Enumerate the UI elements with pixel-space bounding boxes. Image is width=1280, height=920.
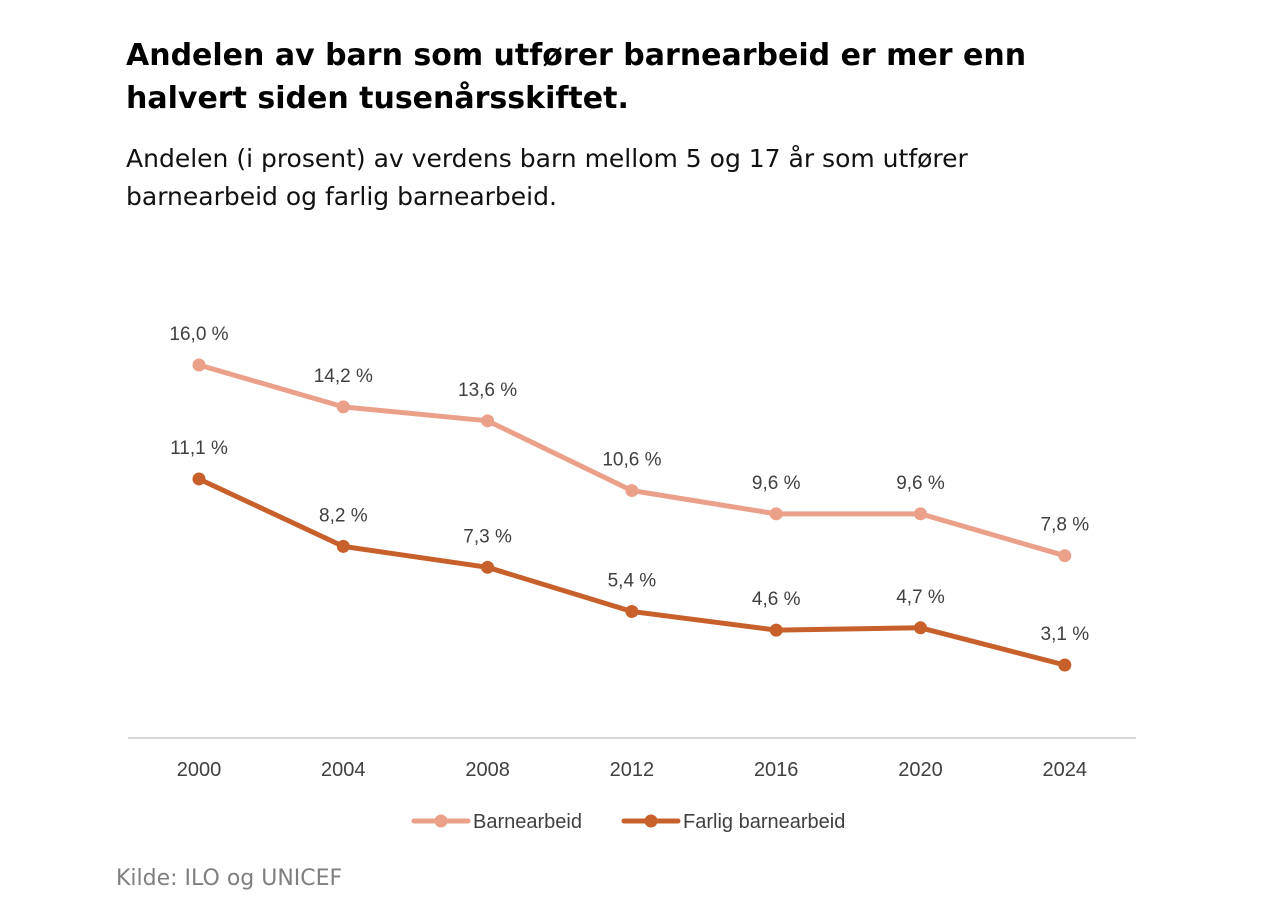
x-tick-label: 2020 xyxy=(898,759,943,781)
data-point xyxy=(769,507,783,521)
legend-label: Barnearbeid xyxy=(473,811,582,833)
data-label: 16,0 % xyxy=(169,324,228,345)
data-label: 14,2 % xyxy=(314,366,373,387)
legend-item: Farlig barnearbeid xyxy=(621,811,845,833)
x-tick-label: 2000 xyxy=(177,759,222,781)
data-point xyxy=(481,560,495,574)
data-point xyxy=(625,484,639,498)
legend: Barnearbeid Farlig barnearbeid xyxy=(411,811,845,833)
x-tick-label: 2016 xyxy=(754,759,799,781)
data-point xyxy=(192,358,206,372)
data-point xyxy=(481,414,495,428)
series-farlig-barnearbeid: 11,1 % 8,2 % 7,3 % 5,4 % 4,6 % 4,7 % 3,1 % xyxy=(170,438,1089,672)
series-barnearbeid: 16,0 % 14,2 % 13,6 % 10,6 % 9,6 % 9,6 % 7,8 % xyxy=(169,324,1090,563)
data-point xyxy=(914,621,927,635)
data-label: 5,4 % xyxy=(608,571,657,592)
data-label: 4,7 % xyxy=(896,587,945,608)
data-label: 13,6 % xyxy=(458,380,517,401)
legend-swatch-marker xyxy=(434,814,448,828)
series-layer: 16,0 %14,2 %13,6 %10,6 %9,6 % 9,6 %7,8 %1… xyxy=(169,324,1089,672)
data-point xyxy=(625,605,639,619)
data-label: 10,6 % xyxy=(602,450,661,471)
data-label: 9,6 % xyxy=(752,473,801,494)
data-label: 9,6 % xyxy=(896,473,945,494)
data-label: 3,1 % xyxy=(1041,624,1090,645)
x-axis-ticks: 2000 2004 2008 2012 2016 2020 2024 xyxy=(177,759,1087,781)
legend-item: Barnearbeid xyxy=(411,811,582,833)
data-label: 7,3 % xyxy=(463,526,512,547)
chart-subtitle: Andelen (i prosent) av verdens barn mell… xyxy=(126,144,968,211)
x-tick-label: 2008 xyxy=(465,759,510,781)
chart-title: Andelen av barn som utfører barnearbeid … xyxy=(126,38,1027,116)
x-tick-label: 2024 xyxy=(1043,759,1088,781)
legend-label: Farlig barnearbeid xyxy=(683,811,845,833)
data-point xyxy=(192,472,206,486)
data-point xyxy=(1058,549,1072,563)
data-label: 11,1 % xyxy=(170,438,228,459)
data-label: 4,6 % xyxy=(752,589,801,610)
data-point xyxy=(914,507,927,521)
data-point xyxy=(769,623,783,637)
data-point xyxy=(336,400,350,414)
data-label: 7,8 % xyxy=(1041,515,1090,536)
legend-swatch-marker xyxy=(644,814,658,828)
x-tick-label: 2004 xyxy=(321,759,366,781)
data-point xyxy=(336,539,350,553)
source-note: Kilde: ILO og UNICEF xyxy=(116,866,343,891)
data-point xyxy=(1058,658,1072,672)
data-label: 8,2 % xyxy=(319,505,368,526)
x-tick-label: 2012 xyxy=(610,759,655,781)
